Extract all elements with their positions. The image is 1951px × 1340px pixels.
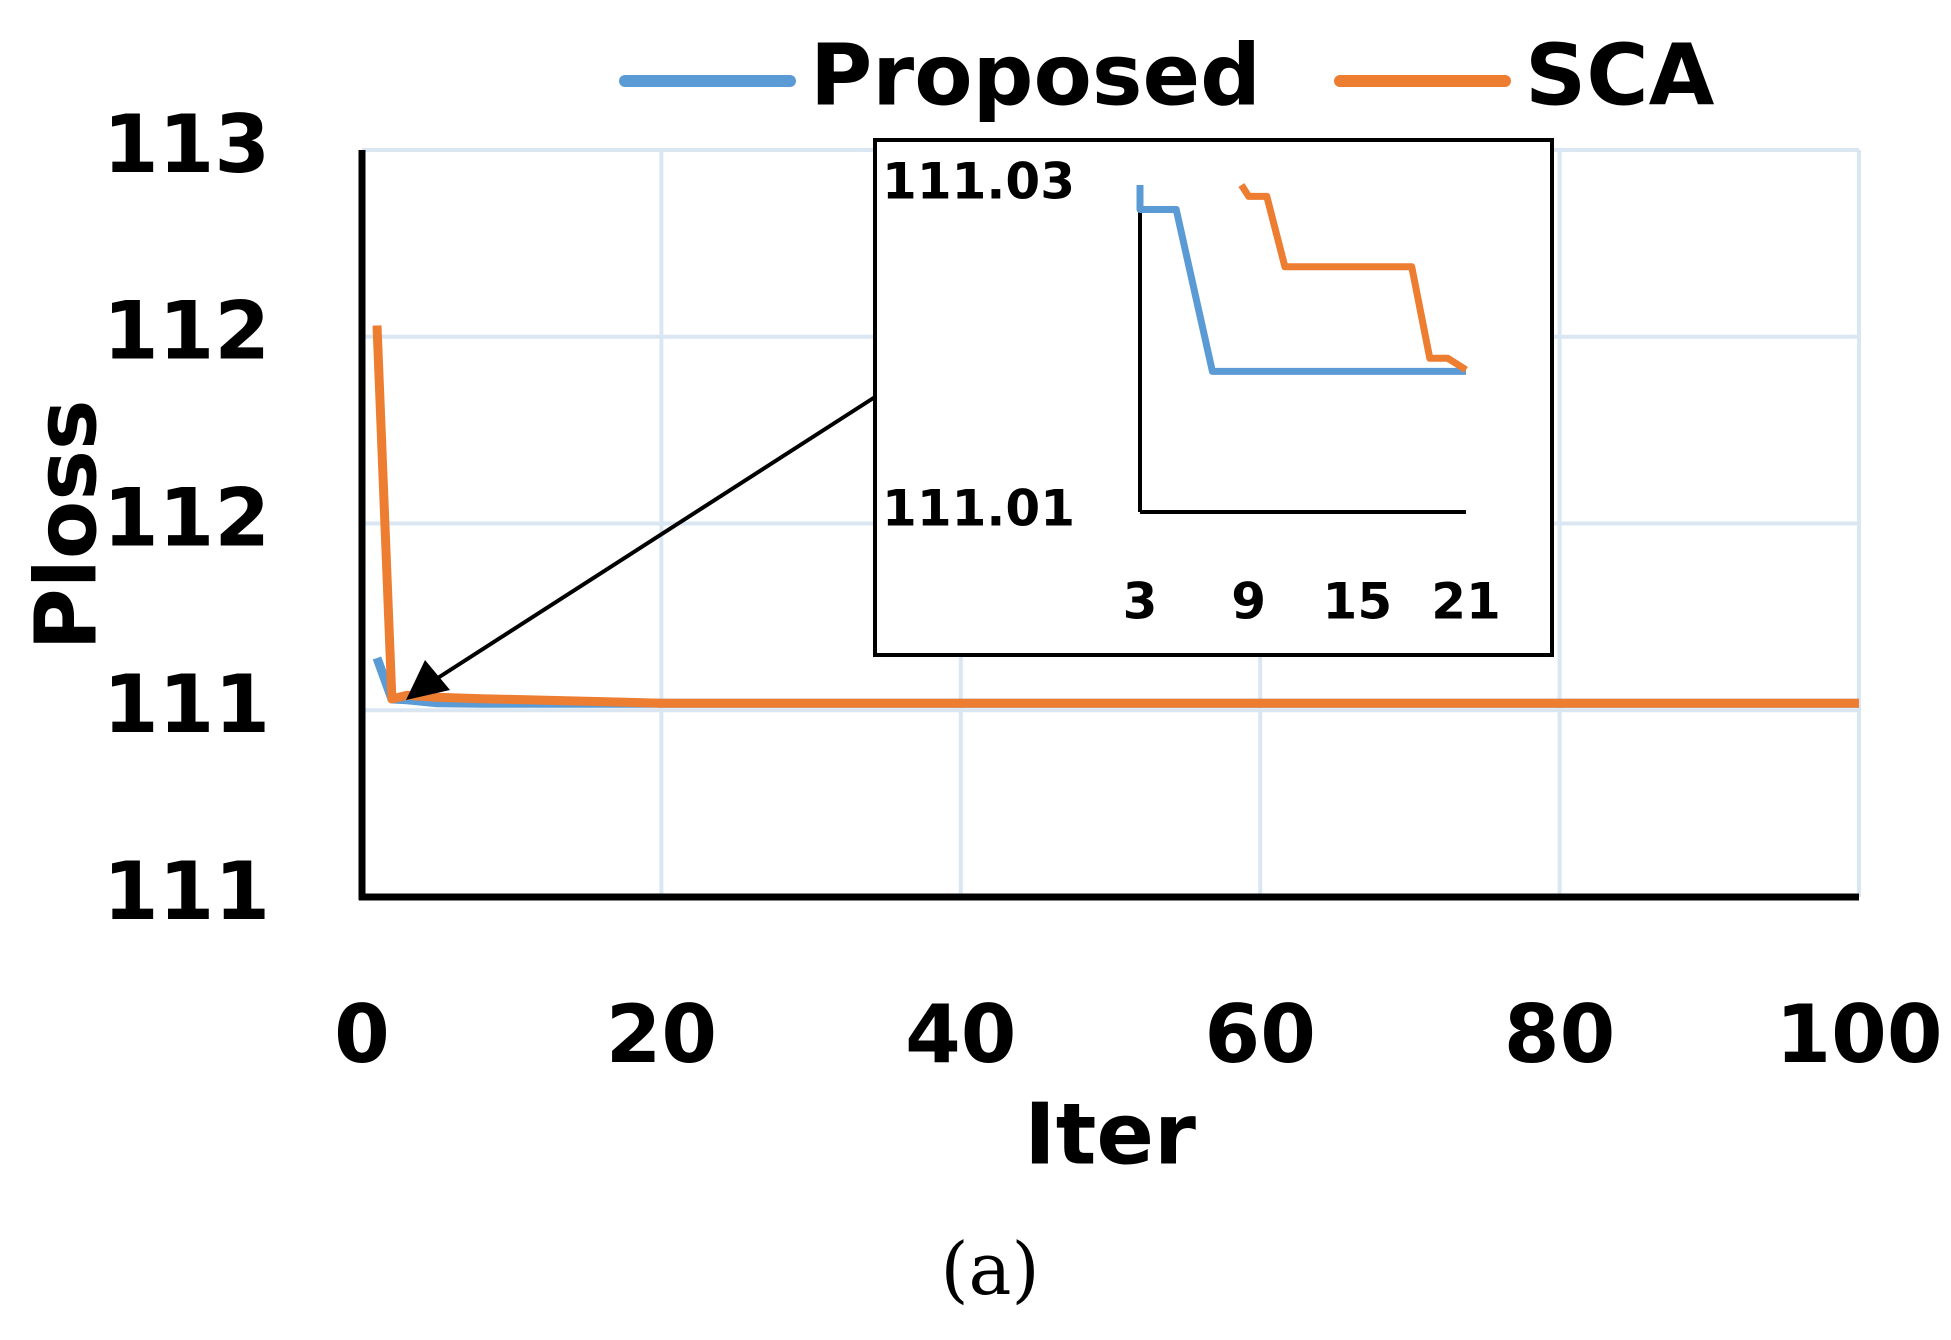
x-tick-label: 80 xyxy=(1504,988,1615,1081)
y-tick-label: 112 xyxy=(103,285,270,378)
x-tick-label: 100 xyxy=(1776,988,1943,1081)
legend-label: SCA xyxy=(1525,26,1715,125)
arrow-head xyxy=(406,660,450,700)
x-tick-label: 60 xyxy=(1205,988,1316,1081)
inset-y-tick-label: 111.01 xyxy=(882,480,1075,538)
series-line xyxy=(1136,185,1466,375)
y-tick-label: 111 xyxy=(103,658,270,751)
inset-x-tick-label: 21 xyxy=(1431,573,1501,631)
x-tick-label: 0 xyxy=(334,988,390,1081)
zoom-arrow xyxy=(428,395,877,685)
y-axis-title: Ploss xyxy=(17,399,116,650)
x-axis-title: Iter xyxy=(1024,1085,1196,1184)
y-tick-label: 111 xyxy=(103,845,270,938)
y-tick-label: 112 xyxy=(103,471,270,564)
x-tick-label: 20 xyxy=(606,988,717,1081)
inset-y-tick-label: 111.03 xyxy=(882,153,1075,211)
x-tick-label: 40 xyxy=(905,988,1016,1081)
y-tick-label: 113 xyxy=(103,98,270,191)
legend-label: Proposed xyxy=(810,26,1261,125)
series-line xyxy=(372,325,1859,708)
inset-x-tick-label: 15 xyxy=(1323,573,1393,631)
inset-x-tick-label: 9 xyxy=(1231,573,1266,631)
series-line xyxy=(372,656,1859,708)
inset-x-tick-label: 3 xyxy=(1123,573,1158,631)
inset-frame xyxy=(873,138,1554,657)
series-line xyxy=(1238,183,1468,373)
caption: (a) xyxy=(940,1227,1039,1311)
